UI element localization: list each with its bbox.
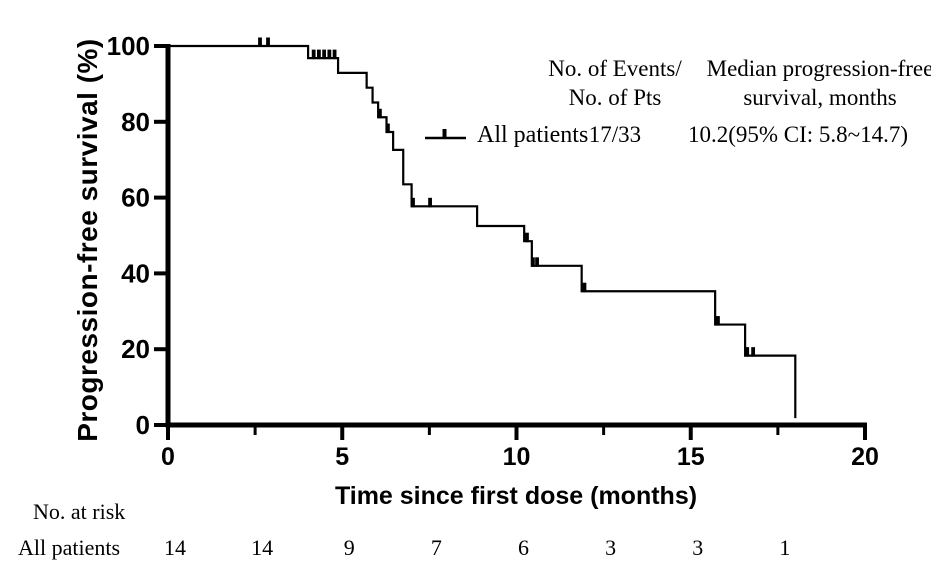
- events-header-line1: No. of Events/: [548, 56, 682, 81]
- censor-tick: [322, 49, 327, 60]
- risk-count: 14: [251, 535, 274, 560]
- y-tick-label: 80: [121, 107, 150, 137]
- censor-tick: [332, 49, 337, 60]
- y-tick-label: 100: [107, 31, 150, 61]
- censor-tick: [525, 232, 529, 243]
- y-tick-label: 20: [121, 334, 150, 364]
- censor-tick: [311, 49, 316, 60]
- censor-tick: [327, 49, 332, 60]
- events-header-line2: No. of Pts: [568, 85, 662, 110]
- median-header-line2: survival, months: [743, 85, 897, 110]
- y-tick-label: 60: [121, 183, 150, 213]
- risk-table-row-label: All patients: [18, 535, 121, 560]
- risk-count: 3: [692, 535, 704, 560]
- censor-tick: [535, 257, 539, 267]
- censor-tick: [411, 197, 415, 208]
- censor-tick: [745, 347, 750, 357]
- x-axis-title: Time since first dose (months): [334, 482, 698, 510]
- median-value: 10.2(95% CI: 5.8~14.7): [687, 122, 909, 147]
- censor-tick: [377, 108, 382, 119]
- events-value: 17/33: [588, 122, 642, 147]
- legend-series-label: All patients: [477, 122, 589, 148]
- y-tick-label: 40: [121, 258, 150, 288]
- risk-count: 3: [605, 535, 617, 560]
- censor-tick: [582, 282, 587, 293]
- risk-count: 7: [430, 535, 442, 560]
- censor-tick: [716, 316, 720, 326]
- x-tick-label: 0: [161, 443, 175, 471]
- risk-count: 1: [779, 535, 791, 560]
- censor-tick: [266, 37, 270, 47]
- censor-tick: [386, 123, 390, 134]
- y-tick-label: 0: [136, 410, 150, 440]
- risk-count: 14: [164, 535, 186, 560]
- censor-tick: [751, 347, 756, 357]
- km-curve: [168, 44, 797, 419]
- events-column-header: No. of Events/ No. of Pts: [505, 54, 725, 112]
- x-tick-label: 5: [335, 443, 349, 471]
- median-column-header: Median progression-free survival, months: [670, 54, 931, 112]
- y-axis-title: Progression-free survival (%): [72, 38, 103, 442]
- censor-tick: [530, 257, 535, 267]
- risk-count: 9: [343, 535, 355, 560]
- median-header-line1: Median progression-free: [706, 56, 931, 81]
- km-line-symbol-icon: [425, 129, 466, 140]
- censor-tick: [258, 37, 262, 47]
- censor-tick: [428, 197, 432, 208]
- x-tick-label: 20: [851, 443, 879, 471]
- x-tick-label: 15: [677, 443, 705, 471]
- censor-tick: [317, 49, 321, 60]
- risk-table-title: No. at risk: [33, 499, 126, 524]
- x-tick-label: 10: [503, 443, 531, 471]
- risk-count: 6: [518, 535, 529, 560]
